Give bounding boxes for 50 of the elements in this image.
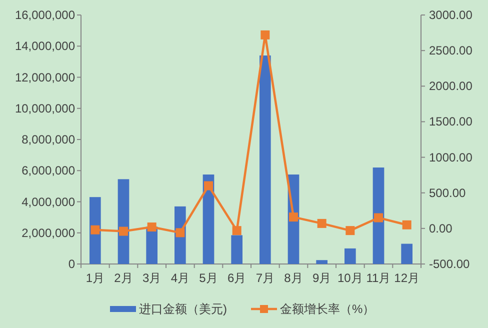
x-tick-label: 8月 xyxy=(284,271,303,285)
point xyxy=(119,226,128,236)
bar xyxy=(231,235,242,264)
bar xyxy=(401,244,412,264)
x-tick-label: 7月 xyxy=(256,271,275,285)
y2-tick-label: 1500.00 xyxy=(429,114,473,129)
y-tick-label: 14,000,000 xyxy=(14,39,76,54)
point xyxy=(147,222,156,232)
y2-tick-label: 500.00 xyxy=(429,186,466,200)
point xyxy=(374,213,383,222)
point xyxy=(176,228,185,238)
bar xyxy=(344,248,356,264)
legend-label: 进口金额（美元) xyxy=(139,302,227,316)
y-tick-label: 6,000,000 xyxy=(22,164,76,178)
y-tick-label: 2,000,000 xyxy=(22,226,76,240)
y2-tick-label: 1000.00 xyxy=(429,150,473,164)
y-tick-label: 16,000,000 xyxy=(14,8,76,22)
bar xyxy=(118,179,130,264)
x-tick-label: 9月 xyxy=(312,271,332,285)
y2-tick-label: 2500.00 xyxy=(429,44,473,58)
point xyxy=(402,220,412,230)
point xyxy=(90,225,100,234)
x-tick-label: 10月 xyxy=(337,271,363,285)
x-tick-label: 3月 xyxy=(142,271,162,285)
x-tick-label: 12月 xyxy=(394,271,420,285)
y-tick-label: 10,000,000 xyxy=(14,101,76,116)
y-tick-label: 12,000,000 xyxy=(14,70,76,84)
point xyxy=(260,30,270,40)
x-tick-label: 1月 xyxy=(86,271,105,285)
point xyxy=(232,226,242,236)
y2-tick-label: 2000.00 xyxy=(429,79,473,94)
y-tick-label: 4,000,000 xyxy=(22,194,76,209)
x-tick-label: 11月 xyxy=(366,271,391,285)
x-tick-label: 2月 xyxy=(114,271,133,285)
y2-tick-label: 0.00 xyxy=(429,221,453,236)
point xyxy=(204,181,213,190)
point xyxy=(346,226,355,236)
point xyxy=(289,212,298,222)
x-tick-label: 6月 xyxy=(227,271,246,285)
bar xyxy=(260,55,271,264)
y2-tick-label: 3000.00 xyxy=(429,8,473,22)
y-tick-label: 8,000,000 xyxy=(22,132,76,146)
x-tick-label: 5月 xyxy=(199,271,218,285)
legend-label: 金额增长率（%） xyxy=(280,302,375,316)
point xyxy=(317,218,326,228)
y2-tick-label: -500.00 xyxy=(429,257,470,271)
bar xyxy=(372,168,384,264)
bar xyxy=(316,260,328,264)
x-tick-label: 4月 xyxy=(170,271,190,285)
y-tick-label: 0 xyxy=(68,257,76,271)
